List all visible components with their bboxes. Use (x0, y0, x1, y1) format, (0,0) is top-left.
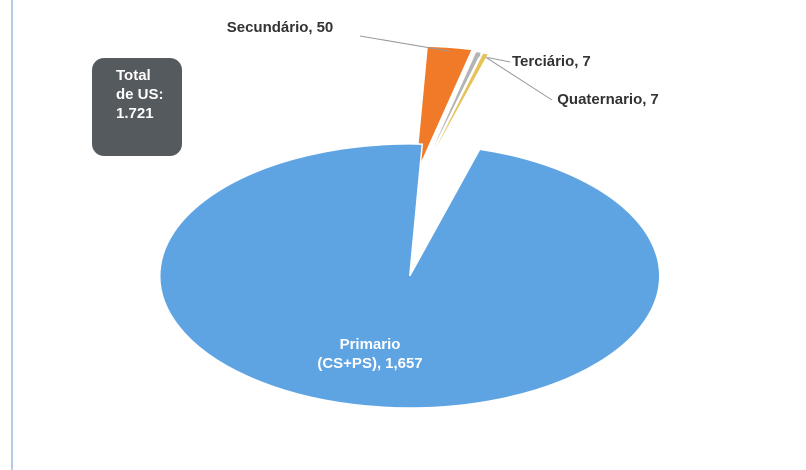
label-part: 7 (582, 53, 591, 70)
label-part: 7 (650, 91, 659, 108)
pie-slice (413, 45, 474, 179)
pie-slice (418, 52, 491, 181)
total-box: Total de US: 1.721 (92, 58, 182, 156)
slice-label: Quaternario, 7 (548, 90, 668, 109)
leader-line (359, 35, 450, 52)
pie-slice (159, 143, 661, 409)
leader-line (485, 56, 553, 101)
label-part: Secundário, (226, 19, 313, 36)
slice-label: Primario (CS+PS), 1,657 (310, 335, 430, 373)
pie-slice (417, 50, 484, 181)
slice-label: Terciário, 7 (512, 52, 672, 71)
label-part: Quaternario, (557, 91, 647, 108)
label-part: Terciário, (512, 53, 579, 70)
label-part: Primario (CS+PS), (317, 336, 401, 372)
label-part: 1,657 (385, 355, 423, 372)
label-part: 50 (316, 19, 334, 36)
slice-label: Secundário, 50 (205, 18, 355, 37)
